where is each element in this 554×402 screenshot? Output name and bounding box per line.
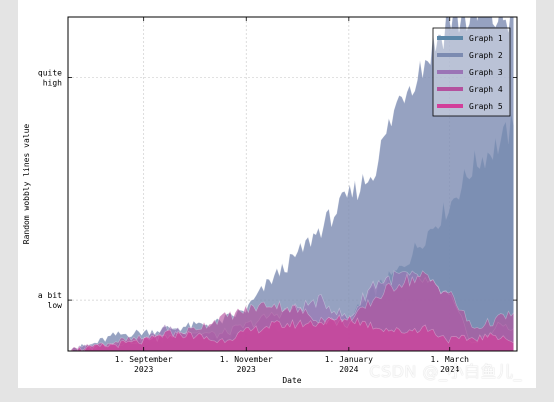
legend-label: Graph 5 [469, 102, 503, 111]
x-tick-label: 1. November [220, 355, 273, 364]
y-tick-label-2: high [43, 78, 62, 87]
legend-label: Graph 3 [469, 68, 503, 77]
y-tick-label-2: low [48, 301, 63, 310]
x-axis-label: Date [282, 376, 301, 385]
legend-label: Graph 2 [469, 51, 503, 60]
series-areas [71, 17, 514, 351]
series-area-4 [71, 270, 514, 351]
x-tick-label-year: 2023 [237, 365, 256, 374]
legend-label: Graph 1 [469, 34, 503, 43]
plot-frame [67, 16, 518, 352]
x-tick-label-year: 2024 [339, 365, 358, 374]
chart-figure: 1. September 2023 1. November 2023 1. Januar… [18, 0, 536, 388]
y-axis-label: Random wobbly lines value [22, 124, 31, 245]
x-tick-label-year: 2023 [134, 365, 153, 374]
legend: Graph 1 Graph 2 Graph 3 Graph 4 Graph 5 [432, 27, 511, 117]
series-area-5 [71, 314, 514, 351]
watermark: CSDN @_小白鱼儿_ [369, 362, 522, 381]
x-tick-label-year: 2024 [440, 365, 459, 374]
legend-label: Graph 4 [469, 85, 503, 94]
x-tick-label: 1. January [325, 355, 373, 364]
y-tick-label: a bit [38, 291, 62, 300]
x-tick-label: 1. September [115, 355, 173, 364]
x-tick-label: 1. March [430, 355, 469, 364]
series-area-2 [71, 17, 514, 351]
y-tick-label: quite [38, 68, 62, 77]
